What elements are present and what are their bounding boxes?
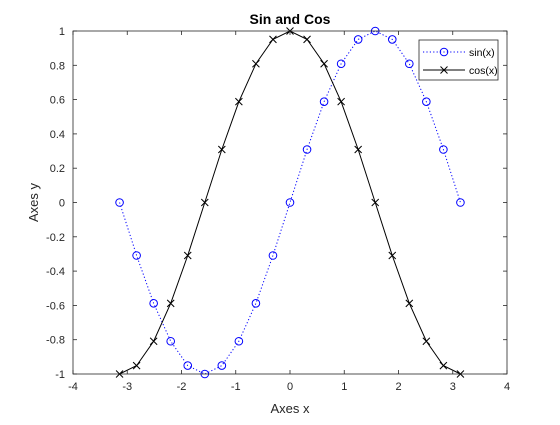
plot-area [73, 31, 507, 374]
y-tick-label: -0.4 [46, 266, 65, 278]
data-point-sin-x [387, 35, 397, 44]
y-tick-label: 0.4 [50, 129, 65, 141]
data-point-cos-x [303, 35, 311, 44]
chart-title: Sin and Cos [250, 11, 331, 27]
data-point-sin-x [285, 198, 295, 207]
x-tick-label: -2 [177, 381, 187, 393]
y-tick-label: 0 [59, 198, 65, 210]
y-tick-label: 0.2 [50, 163, 65, 175]
x-tick-label: 3 [450, 381, 456, 393]
data-point-cos-x [422, 337, 431, 346]
data-point-cos-x [200, 198, 209, 207]
data-point-cos-x [132, 361, 141, 370]
data-point-cos-x [405, 299, 414, 308]
x-tick-label: -4 [68, 381, 78, 393]
data-point-sin-x [456, 198, 465, 207]
data-point-sin-x [422, 97, 431, 106]
data-point-cos-x [320, 59, 328, 68]
legend-box [418, 39, 499, 81]
data-point-sin-x [336, 59, 346, 69]
data-point-sin-x [302, 145, 312, 154]
y-tick-label: -0.6 [46, 300, 65, 312]
y-axis-title: Axes y [26, 182, 41, 222]
y-tick-label: -1 [55, 369, 65, 381]
data-point-sin-x [132, 251, 141, 260]
x-tick-label: 1 [341, 381, 347, 393]
legend-sin-label: sin(x) [469, 47, 495, 59]
data-point-cos-x [149, 337, 158, 346]
series-layer [115, 26, 465, 379]
data-point-cos-x [439, 361, 448, 370]
data-point-cos-x [269, 35, 277, 44]
data-point-sin-x [405, 59, 414, 69]
legend-cos-label: cos(x) [469, 65, 498, 77]
data-point-sin-x [439, 145, 448, 154]
legend: sin(x) cos(x) [418, 39, 499, 81]
x-axis-title: Axes x [270, 401, 310, 416]
y-tick-label: 0.8 [50, 60, 65, 72]
y-tick-label: -0.8 [46, 335, 65, 347]
data-point-cos-x [388, 251, 397, 260]
data-point-cos-x [217, 145, 226, 154]
data-point-cos-x [371, 198, 380, 207]
y-tick-label: 0.6 [50, 95, 65, 107]
data-point-sin-x [149, 299, 158, 308]
axes-layer: -4 -3 -2 -1 0 1 2 3 4 -1 -0.8 -0.6 -0.4 -0.2 0 0.2 0.4 0.… [46, 26, 510, 393]
data-point-cos-x [252, 59, 260, 68]
data-point-sin-x [353, 35, 363, 44]
data-point-sin-x [234, 336, 244, 346]
data-point-sin-x [217, 361, 227, 370]
series-line-sin-x [119, 30, 461, 375]
x-tick-label: 4 [504, 381, 510, 393]
data-point-sin-x [115, 198, 124, 207]
data-point-sin-x [251, 299, 261, 308]
data-point-sin-x [268, 251, 278, 260]
data-point-sin-x [319, 97, 329, 106]
data-point-cos-x [235, 97, 243, 106]
y-tick-label: 1 [59, 26, 65, 38]
y-tick-label: -0.2 [46, 232, 65, 244]
data-point-sin-x [166, 336, 175, 346]
data-point-sin-x [183, 361, 193, 370]
data-point-cos-x [354, 145, 363, 154]
x-tick-label: 0 [287, 381, 293, 393]
legend-cos-marker [440, 66, 448, 74]
data-point-cos-x [166, 299, 175, 308]
data-point-cos-x [337, 97, 345, 106]
legend-sin-marker [439, 47, 449, 57]
data-point-cos-x [183, 251, 192, 260]
x-tick-label: -3 [122, 381, 132, 393]
x-tick-label: -1 [231, 381, 241, 393]
x-tick-label: 2 [395, 381, 401, 393]
